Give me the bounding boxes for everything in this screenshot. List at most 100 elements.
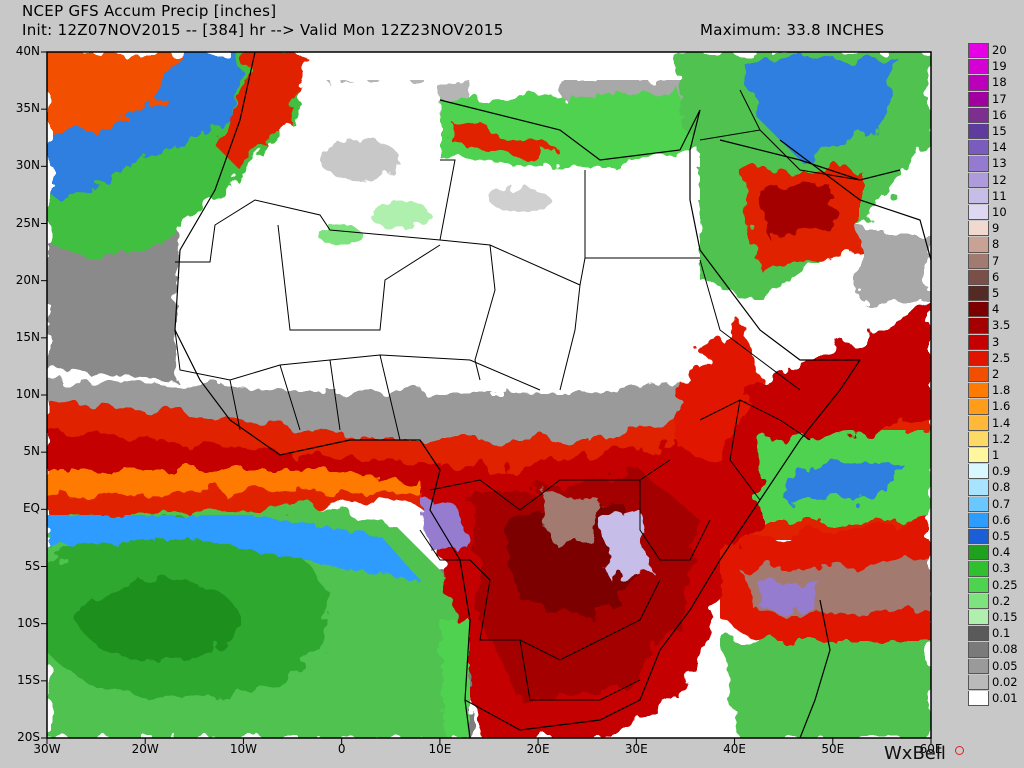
legend-label: 0.7	[992, 496, 1011, 511]
legend-entry: 20	[968, 43, 1020, 59]
legend-swatch	[968, 237, 989, 253]
legend-label: 0.5	[992, 529, 1011, 543]
legend-label: 9	[992, 221, 1000, 236]
legend-swatch	[968, 221, 989, 237]
legend-label: 12	[992, 172, 1007, 187]
legend-swatch	[968, 318, 989, 334]
maximum-value: Maximum: 33.8 INCHES	[700, 21, 885, 39]
latitude-label: 5S	[24, 558, 40, 573]
legend-entry: 0.02	[968, 674, 1020, 691]
legend-label: 17	[992, 91, 1007, 106]
legend-label: 0.25	[992, 577, 1018, 592]
legend-swatch	[968, 399, 989, 415]
legend-entry: 1	[968, 448, 1020, 464]
latitude-label: 20N	[15, 272, 40, 287]
legend-entry: 5	[968, 286, 1020, 302]
legend-label: 2	[992, 367, 1000, 381]
atlantic-green-field	[47, 490, 470, 738]
legend-label: 18	[992, 75, 1007, 90]
legend-swatch	[968, 188, 989, 205]
legend-entry: 1.4	[968, 415, 1020, 431]
legend-label: 1.4	[992, 415, 1011, 430]
legend-entry: 19	[968, 59, 1020, 75]
legend-entry: 0.05	[968, 658, 1020, 674]
legend-entry: 0.2	[968, 593, 1020, 610]
legend-label: 4	[992, 302, 1000, 317]
legend-label: 0.2	[992, 593, 1011, 608]
legend-swatch	[968, 626, 989, 642]
legend-swatch	[968, 691, 989, 707]
longitude-label: 10W	[229, 742, 257, 756]
legend-entry: 0.08	[968, 642, 1020, 658]
legend-label: 14	[992, 140, 1007, 155]
legend-label: 1.8	[992, 383, 1011, 398]
legend-swatch	[968, 496, 989, 512]
latitude-label: 15S	[17, 672, 40, 687]
legend-swatch	[968, 91, 989, 107]
legend-swatch	[968, 286, 989, 302]
legend-entry: 1.2	[968, 431, 1020, 448]
init-valid-line: Init: 12Z07NOV2015 -- [384] hr --> Valid…	[22, 21, 504, 39]
longitude-label: 30E	[624, 742, 648, 756]
longitude-label: 60E	[919, 742, 943, 756]
legend-swatch	[968, 415, 989, 431]
legend-swatch	[968, 172, 989, 188]
legend-entry: 14	[968, 140, 1020, 156]
legend-swatch	[968, 43, 989, 59]
coastlines	[174, 52, 931, 738]
legend-entry: 0.15	[968, 610, 1020, 626]
legend-label: 7	[992, 253, 1000, 268]
legend-label: 0.9	[992, 464, 1011, 479]
longitude-label: 20E	[526, 742, 550, 756]
legend-label: 0.01	[992, 691, 1018, 705]
legend-entry: 8	[968, 237, 1020, 253]
legend-entry: 0.01	[968, 691, 1020, 707]
legend-label: 0.3	[992, 561, 1011, 576]
legend-entry: 16	[968, 107, 1020, 124]
legend-entry: 0.3	[968, 561, 1020, 577]
legend-swatch	[968, 367, 989, 383]
legend-swatch	[968, 480, 989, 496]
latitude-label: 25N	[15, 215, 40, 230]
latitude-label: 5N	[23, 444, 40, 459]
latitude-label: EQ	[22, 501, 40, 516]
legend-swatch	[968, 512, 989, 529]
legend-entry: 1.8	[968, 383, 1020, 399]
country-borders	[174, 89, 861, 701]
legend-swatch	[968, 577, 989, 593]
longitude-label: 40E	[723, 742, 746, 756]
legend-label: 0.15	[992, 610, 1018, 624]
legend-swatch	[968, 674, 989, 691]
legend-swatch	[968, 75, 989, 91]
legend-swatch	[968, 334, 989, 350]
latitude-label: 30N	[15, 158, 40, 173]
legend-swatch	[968, 642, 989, 658]
legend-entry: 17	[968, 91, 1020, 107]
longitude-label: 50E	[821, 742, 845, 756]
legend-entry: 3.5	[968, 318, 1020, 334]
legend-entry: 7	[968, 253, 1020, 269]
legend-swatch	[968, 350, 989, 367]
legend-entry: 2.5	[968, 350, 1020, 367]
legend-label: 0.1	[992, 626, 1011, 641]
legend-label: 16	[992, 107, 1007, 122]
legend-label: 1	[992, 448, 1000, 462]
legend-swatch	[968, 448, 989, 464]
legend-swatch	[968, 156, 989, 172]
legend-entry: 10	[968, 205, 1020, 221]
legend-entry: 0.8	[968, 480, 1020, 496]
latitude-label: 10S	[17, 615, 40, 630]
legend-entry: 1.6	[968, 399, 1020, 415]
legend-label: 20	[992, 43, 1007, 57]
legend-label: 0.8	[992, 480, 1011, 495]
legend-label: 2.5	[992, 350, 1011, 365]
latitude-label: 40N	[15, 44, 40, 58]
legend-label: 19	[992, 59, 1007, 74]
wxbell-logo: WxBell	[884, 743, 946, 764]
legend-label: 11	[992, 188, 1007, 203]
legend-entry: 11	[968, 188, 1020, 205]
legend-swatch	[968, 383, 989, 399]
legend-entry: 18	[968, 75, 1020, 91]
legend-swatch	[968, 529, 989, 545]
